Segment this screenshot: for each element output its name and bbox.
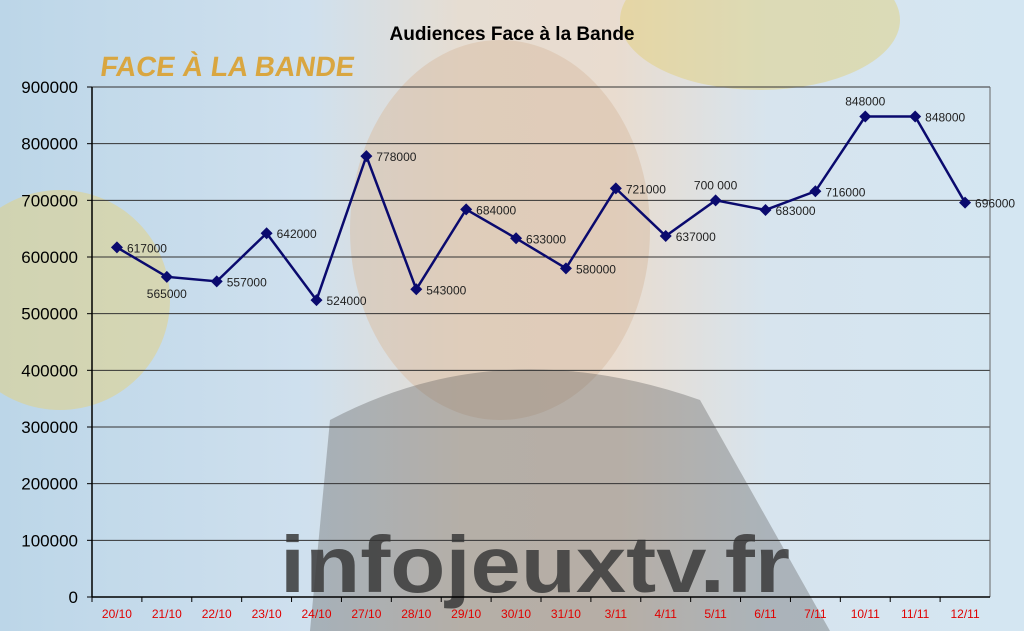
x-tick-label: 10/11	[851, 607, 880, 621]
series-line	[116, 115, 967, 303]
data-label: 637000	[676, 230, 716, 244]
data-point	[909, 110, 922, 123]
background-person-body	[310, 369, 830, 631]
data-point	[659, 230, 672, 243]
data-label: 557000	[227, 275, 267, 289]
data-label: 848000	[845, 94, 885, 108]
x-tick-label: 30/10	[501, 607, 531, 621]
y-tick-label: 200000	[21, 475, 78, 494]
y-tick-label: 600000	[21, 248, 78, 267]
x-tick-label: 5/11	[704, 607, 727, 621]
x-tick-label: 11/11	[901, 607, 930, 621]
data-label: 848000	[925, 110, 965, 124]
data-label: 721000	[626, 182, 666, 196]
x-tick-label: 29/10	[451, 607, 481, 621]
data-point	[709, 194, 722, 207]
x-tick-label: 22/10	[202, 607, 232, 621]
data-point	[310, 294, 323, 307]
data-label: 684000	[476, 203, 516, 217]
y-tick-label: 700000	[21, 191, 78, 210]
x-tick-label: 21/10	[152, 607, 182, 621]
chart-title: Audiences Face à la Bande	[389, 24, 635, 45]
data-point	[110, 241, 123, 254]
x-tick-label: 27/10	[351, 607, 381, 621]
y-tick-label: 300000	[21, 418, 78, 437]
x-tick-label: 24/10	[301, 607, 331, 621]
logo: FACE À LA BANDE	[98, 51, 356, 82]
x-tick-label: 3/11	[605, 607, 628, 621]
y-tick-label: 0	[69, 588, 78, 607]
data-point	[559, 262, 572, 275]
x-tick-label: 23/10	[252, 607, 282, 621]
x-tick-label: 20/10	[102, 607, 132, 621]
data-label: 716000	[825, 185, 865, 199]
data-label: 696000	[975, 197, 1015, 211]
y-tick-label: 100000	[21, 531, 78, 550]
x-tick-label: 28/10	[401, 607, 431, 621]
data-point	[510, 232, 523, 245]
x-tick-label: 7/11	[804, 607, 827, 621]
x-tick-label: 4/11	[654, 607, 677, 621]
data-point	[410, 283, 423, 296]
y-tick-label: 800000	[21, 135, 78, 154]
data-point	[260, 227, 273, 240]
data-label: 633000	[526, 232, 566, 246]
data-point	[160, 270, 173, 283]
data-label: 565000	[147, 287, 187, 301]
y-tick-label: 400000	[21, 361, 78, 380]
x-tick-label: 12/11	[950, 607, 979, 621]
x-tick-label: 6/11	[754, 607, 777, 621]
watermark: infojeuxtv.fr	[280, 520, 790, 609]
data-point	[609, 182, 622, 195]
data-point	[809, 185, 822, 198]
data-label: 778000	[376, 150, 416, 164]
data-label: 524000	[327, 294, 367, 308]
y-tick-label: 900000	[21, 78, 78, 97]
data-label: 642000	[277, 227, 317, 241]
data-label: 543000	[426, 283, 466, 297]
background-yellow-shape-right	[620, 0, 900, 90]
y-tick-label: 500000	[21, 305, 78, 324]
data-point	[360, 150, 373, 163]
data-label: 700 000	[694, 178, 738, 192]
data-point	[210, 275, 223, 288]
data-point	[959, 196, 972, 209]
background-yellow-shape	[0, 190, 170, 410]
data-label: 683000	[776, 204, 816, 218]
data-point	[859, 110, 872, 123]
data-label: 617000	[127, 241, 167, 255]
data-point	[759, 203, 772, 216]
data-label: 580000	[576, 262, 616, 276]
data-point	[460, 203, 473, 216]
x-tick-label: 31/10	[551, 607, 581, 621]
